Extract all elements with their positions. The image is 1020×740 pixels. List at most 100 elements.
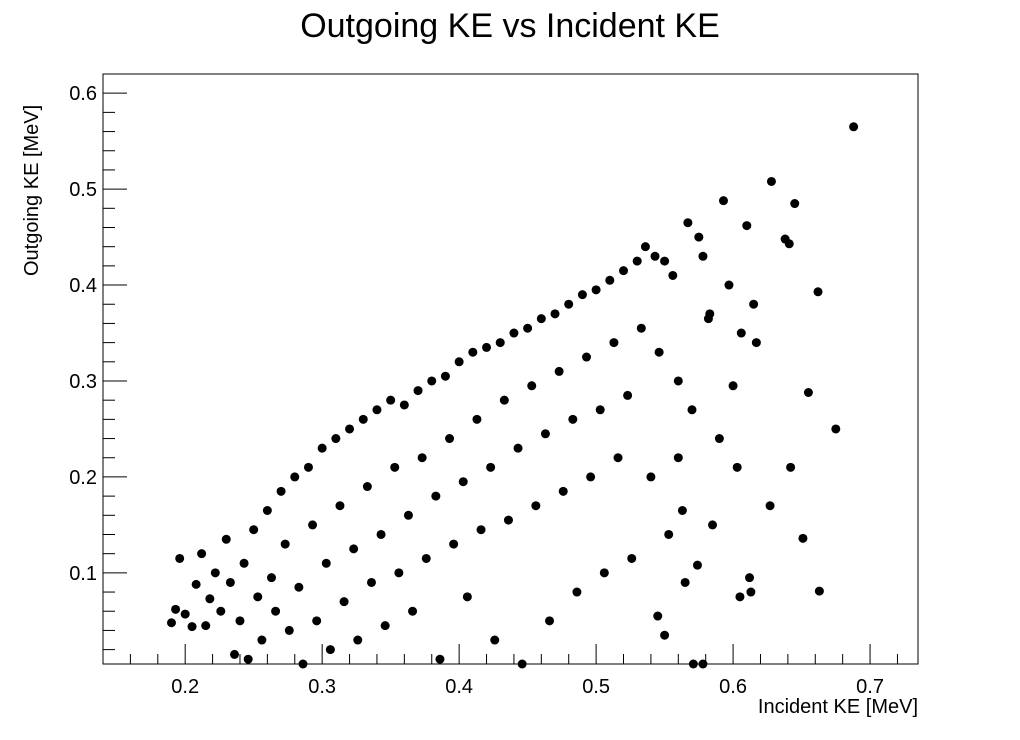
data-point [735,592,745,602]
data-point [745,573,755,583]
data-point [523,323,533,333]
x-axis-label: Incident KE [MeV] [758,696,918,718]
data-point [591,285,601,295]
data-point [427,376,437,386]
data-point [239,558,249,568]
data-point [476,525,486,535]
data-point [509,328,519,338]
data-point [358,414,368,424]
data-point [568,414,578,424]
data-point [577,290,587,300]
data-point [688,659,698,669]
data-point [431,491,441,501]
data-point [312,616,322,626]
data-point [468,347,478,357]
data-point [660,630,670,640]
y-axis-ticks: 0.1 0.2 0.3 0.4 0.5 0.6 [69,73,127,651]
data-point [517,659,527,669]
data-point [531,501,541,511]
data-point [653,611,663,621]
data-point [692,560,702,570]
data-point [650,251,660,261]
data-point [619,266,629,276]
data-point [187,622,197,632]
data-point [482,342,492,352]
data-point [814,586,824,596]
data-points [166,122,859,669]
data-point [784,239,794,249]
data-point [664,529,674,539]
data-point [257,635,267,645]
data-point [445,434,455,444]
data-point [572,587,582,597]
x-tick-label: 0.3 [308,676,336,698]
data-point [765,501,775,511]
data-point [171,604,181,614]
data-point [408,606,418,616]
data-point [554,366,564,376]
data-point [472,414,482,424]
data-point [345,424,355,434]
data-point [627,553,637,563]
data-point [180,609,190,619]
x-tick-label: 0.2 [171,676,199,698]
data-point [698,251,708,261]
x-axis-ticks: 0.2 0.3 0.4 0.5 0.6 0.7 [129,644,898,698]
data-point [362,482,372,492]
y-tick-label: 0.3 [69,371,97,393]
data-point [197,549,207,559]
data-point [595,405,605,415]
data-point [605,275,615,285]
data-point [353,635,363,645]
data-point [660,256,670,266]
data-point [280,539,290,549]
y-tick-label: 0.1 [69,563,97,585]
data-point [205,594,215,604]
data-point [527,381,537,391]
data-point [175,553,185,563]
data-point [298,659,308,669]
data-point [558,486,568,496]
y-tick-label: 0.5 [69,179,97,201]
data-point [399,400,409,410]
data-point [831,424,841,434]
data-point [486,462,496,472]
data-point [646,472,656,482]
x-tick-label: 0.4 [445,676,473,698]
data-point [694,232,704,242]
data-point [325,645,335,655]
data-point [435,654,445,664]
data-point [225,577,235,587]
data-point [335,501,345,511]
data-point [545,616,555,626]
data-point [623,390,633,400]
data-point [609,338,619,348]
y-axis-label: Outgoing KE [MeV] [21,105,43,276]
data-point [673,376,683,386]
data-point [421,553,431,563]
data-point [243,654,253,664]
data-point [490,635,500,645]
data-point [440,371,450,381]
data-point [613,453,623,463]
data-point [221,534,231,544]
data-point [813,287,823,297]
data-point [191,579,201,589]
data-point [536,314,546,324]
data-point [749,299,759,309]
data-point [235,616,245,626]
data-point [786,462,796,472]
data-point [376,529,386,539]
data-point [454,357,464,367]
data-point [540,429,550,439]
data-point [751,338,761,348]
data-point [349,544,359,554]
data-point [262,506,272,516]
x-tick-label: 0.6 [719,676,747,698]
data-point [503,515,513,525]
data-point [413,386,423,396]
data-point [290,472,300,482]
data-point [673,453,683,463]
data-point [321,558,331,568]
